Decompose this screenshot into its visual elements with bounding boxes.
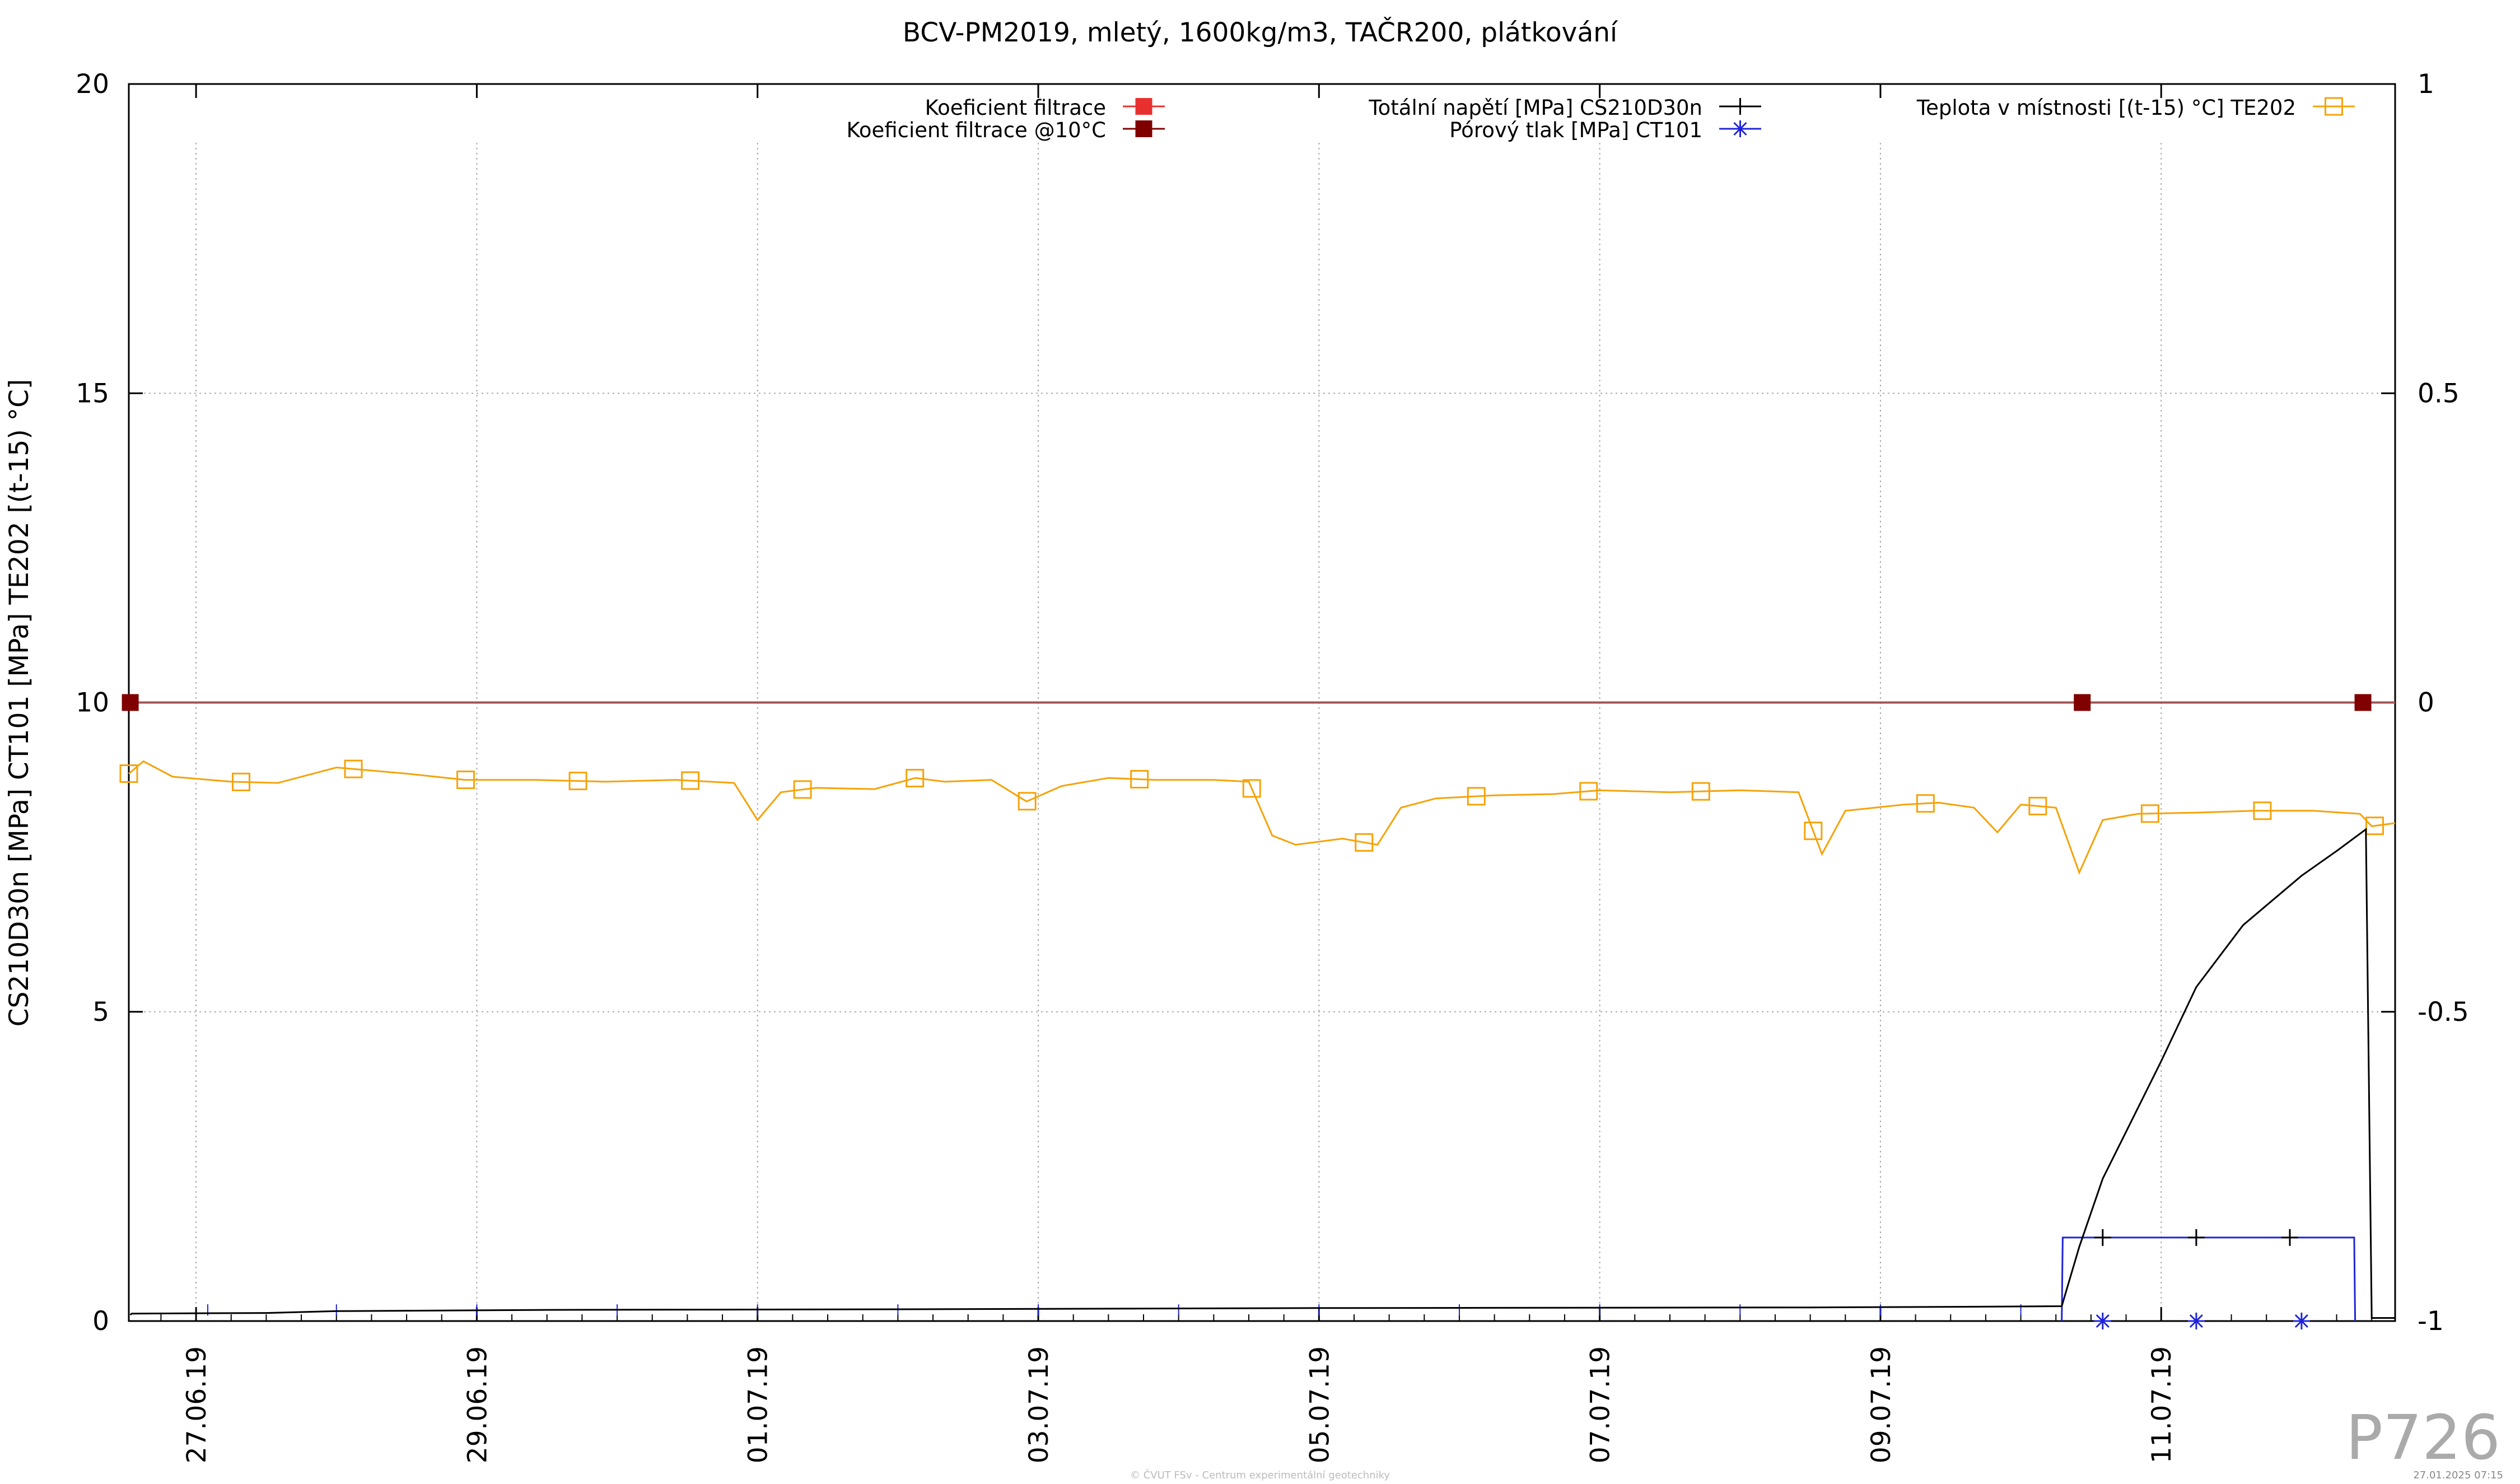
y-tick-label: 15 <box>76 378 109 409</box>
x-tick-label: 07.07.19 <box>1585 1346 1616 1463</box>
y-tick-label: 0 <box>92 1306 109 1337</box>
y-axis-label: CS210D30n [MPa] CT101 [MPa] TE202 [(t-15… <box>4 379 35 1027</box>
marker-star <box>2094 1313 2111 1329</box>
series <box>207 1236 2356 1329</box>
marker-open-square <box>681 771 700 790</box>
marker-open-square <box>2028 796 2047 815</box>
marker-open-square <box>906 769 925 788</box>
chart-title: BCV-PM2019, mletý, 1600kg/m3, TAČR200, p… <box>903 17 1618 48</box>
marker-plus <box>2094 1229 2111 1246</box>
marker-filled-square <box>2354 694 2372 711</box>
marker-open-square <box>1691 782 1710 801</box>
x-tick-label: 05.07.19 <box>1304 1346 1335 1463</box>
marker-open-square <box>1579 782 1598 801</box>
marker-open-square <box>1242 779 1261 798</box>
marker-open-square <box>2325 97 2343 116</box>
series-line <box>129 827 2395 1319</box>
watermark: P726 <box>2346 1402 2500 1473</box>
marker-plus <box>2187 1229 2205 1246</box>
marker-open-square <box>119 764 138 783</box>
marker-plus <box>2281 1229 2299 1246</box>
marker-star <box>1732 120 1749 137</box>
marker-open-square <box>344 759 363 778</box>
legend-label: Koeficient filtrace @10°C <box>847 118 1107 142</box>
series <box>122 694 2395 711</box>
marker-star <box>2293 1313 2310 1329</box>
legend-label: Koeficient filtrace <box>925 96 1106 120</box>
series <box>119 759 2396 875</box>
marker-filled-square <box>2074 694 2091 711</box>
y2-tick-label: 1 <box>2418 69 2434 100</box>
marker-open-square <box>2140 804 2159 823</box>
marker-open-square <box>568 772 587 791</box>
marker-filled-square <box>1135 120 1152 137</box>
y2-tick-label: -0.5 <box>2418 997 2469 1028</box>
y2-tick-label: 0.5 <box>2418 378 2460 409</box>
y-tick-label: 5 <box>92 997 109 1028</box>
marker-plus <box>1732 98 1749 115</box>
y-tick-label: 10 <box>76 688 109 718</box>
marker-star <box>2187 1313 2205 1329</box>
x-tick-label: 11.07.19 <box>2146 1346 2177 1463</box>
marker-filled-square <box>1135 98 1152 115</box>
legend-label: Pórový tlak [MPa] CT101 <box>1449 118 1702 142</box>
marker-open-square <box>793 780 812 799</box>
y-tick-label: 20 <box>76 69 109 100</box>
marker-open-square <box>1130 769 1149 788</box>
marker-open-square <box>232 772 251 791</box>
series-layer <box>119 694 2396 1329</box>
marker-open-square <box>2253 801 2272 820</box>
marker-open-square <box>1804 822 1823 841</box>
x-tick-label: 29.06.19 <box>462 1346 493 1463</box>
marker-open-square <box>1018 792 1037 811</box>
series-line <box>128 760 2396 875</box>
marker-open-square <box>1355 833 1374 852</box>
series-line <box>2061 1236 2356 1322</box>
legend-label: Totální napětí [MPa] CS210D30n <box>1368 96 1702 120</box>
x-tick-label: 09.07.19 <box>1866 1346 1897 1463</box>
footer-timestamp: 27.01.2025 07:15 <box>2413 1469 2503 1481</box>
y2-tick-label: -1 <box>2418 1306 2444 1337</box>
x-tick-label: 27.06.19 <box>181 1346 212 1463</box>
marker-open-square <box>1467 787 1486 806</box>
legend-label: Teplota v místnosti [(t-15) °C] TE202 <box>1916 96 2296 120</box>
x-tick-label: 03.07.19 <box>1024 1346 1054 1463</box>
axis-ticks: 0 5 10 15 20 -1 -0.5 0 0.5 1 27.06.19 29.06.19 01.07… <box>76 69 2469 1463</box>
marker-open-square <box>456 771 475 790</box>
series <box>129 827 2395 1319</box>
x-tick-label: 01.07.19 <box>743 1346 774 1463</box>
marker-filled-square <box>122 694 139 711</box>
footer-copyright: © ČVUT FSv - Centrum experimentální geot… <box>1130 1469 1390 1481</box>
y2-tick-label: 0 <box>2418 688 2434 718</box>
marker-open-square <box>1916 794 1935 813</box>
marker-open-square <box>2365 816 2384 836</box>
